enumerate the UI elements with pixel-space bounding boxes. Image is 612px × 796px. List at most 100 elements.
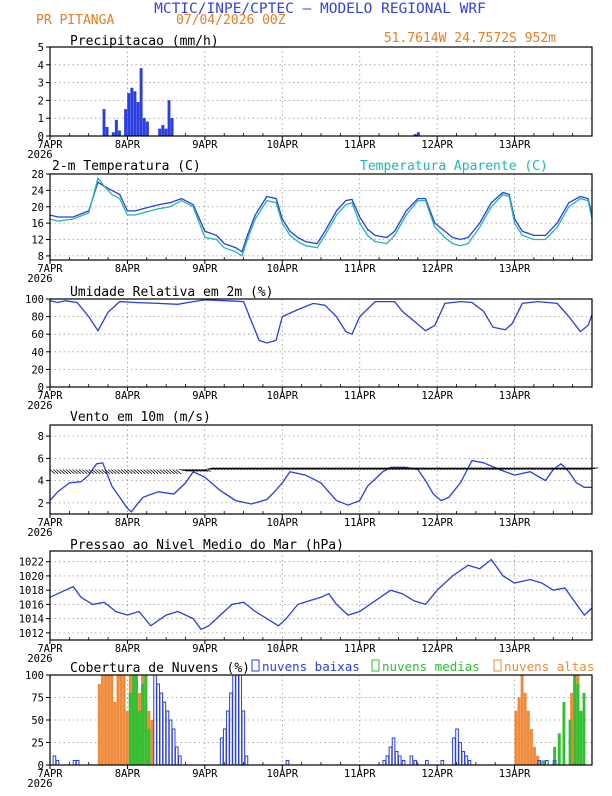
bar — [116, 674, 120, 766]
bar — [100, 674, 104, 766]
bar — [391, 737, 396, 766]
wind-barb — [479, 467, 489, 470]
x-tick-label: 10APR — [266, 768, 298, 780]
wind-barb — [130, 469, 136, 475]
wind-barb — [408, 467, 418, 470]
header-run: 07/04/2026 00Z — [176, 13, 286, 28]
wind-barb — [527, 467, 537, 470]
bar — [455, 728, 459, 766]
x-tick-label: 7APR — [37, 643, 63, 655]
bar — [119, 674, 123, 766]
y-tick-label: 0 — [38, 131, 44, 143]
wind-barb — [504, 467, 515, 470]
bar — [241, 710, 246, 766]
x-tick-label: 10APR — [266, 263, 298, 275]
panel-2: 0 20 40 60 80 100 7APR 8APR 9APR 10APR 11APR 12APR 1… — [25, 294, 593, 412]
wind-barb — [549, 467, 560, 470]
header-station: PR PITANGA — [36, 13, 114, 28]
x-year-label: 2026 — [27, 653, 52, 665]
wind-barb — [149, 469, 156, 475]
wind-barb — [524, 467, 534, 470]
bar — [167, 100, 171, 137]
wind-barb — [211, 467, 221, 470]
bar — [397, 755, 402, 766]
wind-barb — [572, 467, 583, 470]
bar — [159, 692, 164, 766]
bar — [107, 674, 111, 766]
y-tick-label: 5 — [38, 42, 44, 54]
bar — [158, 128, 162, 137]
series-line — [49, 181, 593, 253]
wind-barb — [349, 467, 360, 470]
header-coords: 51.7614W 24.7572S 952m — [384, 31, 556, 46]
x-tick-label: 8APR — [115, 643, 141, 655]
wind-barb — [498, 467, 508, 470]
wind-barb — [411, 467, 421, 470]
bar — [222, 728, 227, 766]
bar — [153, 674, 157, 766]
wind-barb — [366, 467, 376, 470]
bar — [144, 674, 148, 766]
wind-barb — [340, 467, 350, 470]
y-tick-label: 3 — [38, 78, 44, 90]
legend-swatch-high — [493, 659, 502, 672]
panel-title-press: Pressao ao Nivel Medio do Mar (hPa) — [70, 538, 344, 553]
bar — [139, 68, 143, 137]
y-tick-label: 1016 — [19, 599, 44, 611]
bar — [165, 710, 170, 766]
wind-barb — [288, 467, 299, 470]
bar — [133, 91, 137, 137]
wind-barb — [304, 467, 315, 470]
wind-barb — [227, 467, 237, 470]
wind-barb — [482, 467, 492, 470]
bar — [97, 683, 101, 766]
series-line — [49, 459, 592, 513]
bar — [145, 121, 149, 137]
x-tick-label: 7APR — [37, 768, 63, 780]
wind-barb — [559, 467, 570, 470]
wind-barb — [388, 467, 399, 470]
wind-barb — [88, 469, 94, 475]
bar — [542, 760, 546, 766]
bar — [388, 746, 393, 766]
y-tick-label: 80 — [31, 312, 44, 324]
wind-barb — [491, 467, 502, 470]
wind-barb — [575, 467, 586, 470]
x-year-label: 2026 — [27, 149, 52, 161]
wind-barb — [262, 467, 273, 470]
wind-barb — [585, 467, 596, 470]
panel-title-precip: Precipitacao (mm/h) — [70, 34, 219, 49]
wind-barb — [295, 467, 305, 470]
x-tick-label: 13APR — [499, 139, 531, 151]
panel-legend-temp: Temperatura Aparente (C) — [360, 159, 548, 174]
bar — [582, 692, 586, 766]
y-tick-label: 20 — [31, 202, 44, 214]
x-tick-label: 9APR — [192, 390, 218, 402]
wind-barb — [537, 467, 547, 470]
wind-barb — [82, 469, 88, 475]
wind-barb — [172, 469, 178, 475]
y-tick-label: 25 — [31, 738, 44, 750]
wind-barb — [469, 467, 479, 470]
bar — [517, 697, 521, 766]
wind-barb — [233, 467, 244, 470]
x-tick-label: 12APR — [421, 263, 453, 275]
x-tick-label: 10APR — [266, 139, 298, 151]
wind-barb — [191, 469, 202, 472]
x-tick-label: 13APR — [499, 643, 531, 655]
bar — [75, 760, 80, 766]
wind-barb — [69, 469, 75, 475]
wind-barb — [540, 467, 550, 470]
wind-barb — [237, 467, 247, 470]
wind-barb — [143, 469, 149, 475]
bar — [114, 119, 118, 137]
wind-barb — [78, 469, 85, 475]
wind-barb — [272, 467, 283, 470]
bar — [178, 755, 182, 766]
wind-barb — [511, 467, 521, 470]
wind-barb — [178, 469, 189, 472]
y-tick-label: 60 — [31, 329, 44, 341]
x-year-label: 2026 — [27, 273, 52, 285]
wind-barb — [308, 467, 318, 470]
